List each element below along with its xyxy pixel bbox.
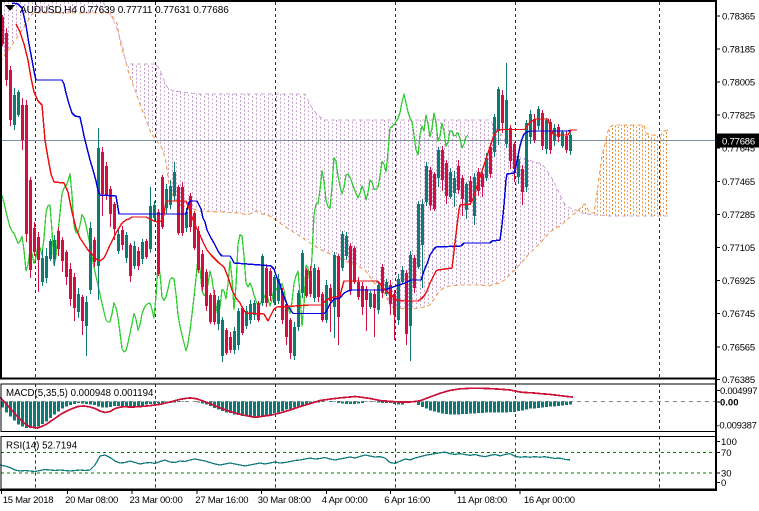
svg-text:27 Mar 16:00: 27 Mar 16:00 <box>195 495 248 506</box>
svg-text:30 Mar 08:00: 30 Mar 08:00 <box>258 495 311 506</box>
svg-text:100: 100 <box>721 437 737 448</box>
svg-text:0.78365: 0.78365 <box>722 11 755 22</box>
svg-text:0.004997: 0.004997 <box>720 386 757 397</box>
svg-text:0.77285: 0.77285 <box>722 210 755 221</box>
svg-text:0.77686: 0.77686 <box>722 136 755 147</box>
svg-text:4 Apr 00:00: 4 Apr 00:00 <box>322 495 368 506</box>
svg-text:RSI(14) 52.7194: RSI(14) 52.7194 <box>6 441 78 452</box>
svg-text:0.78005: 0.78005 <box>722 78 755 89</box>
svg-text:MACD(5,35,5) 0.000948 0.001194: MACD(5,35,5) 0.000948 0.001194 <box>6 388 154 399</box>
svg-text:0.77825: 0.77825 <box>722 111 755 122</box>
svg-text:AUDUSD,H4 0.77639 0.77711 0.7: AUDUSD,H4 0.77639 0.77711 0.77631 0.7768… <box>20 5 229 16</box>
svg-text:16 Apr 00:00: 16 Apr 00:00 <box>524 495 575 506</box>
svg-text:0.77645: 0.77645 <box>722 144 755 155</box>
svg-text:0.76385: 0.76385 <box>722 375 755 386</box>
svg-text:0.76565: 0.76565 <box>722 342 755 353</box>
svg-text:15 Mar 2018: 15 Mar 2018 <box>3 495 54 506</box>
svg-text:23 Mar 00:00: 23 Mar 00:00 <box>130 495 183 506</box>
svg-text:11 Apr 08:00: 11 Apr 08:00 <box>457 495 507 506</box>
svg-text:6 Apr 16:00: 6 Apr 16:00 <box>384 495 430 506</box>
svg-text:0.76925: 0.76925 <box>722 276 755 287</box>
svg-text:0.78185: 0.78185 <box>722 44 755 55</box>
svg-text:30: 30 <box>721 469 732 480</box>
svg-text:0.77105: 0.77105 <box>722 243 755 254</box>
svg-text:0.77465: 0.77465 <box>722 177 755 188</box>
svg-text:0.00: 0.00 <box>720 398 739 409</box>
svg-text:70: 70 <box>721 448 732 459</box>
svg-text:0.76745: 0.76745 <box>722 309 755 320</box>
svg-text:0: 0 <box>721 478 726 489</box>
svg-text:20 Mar 08:00: 20 Mar 08:00 <box>65 495 118 506</box>
svg-text:-0.009387: -0.009387 <box>717 421 757 432</box>
